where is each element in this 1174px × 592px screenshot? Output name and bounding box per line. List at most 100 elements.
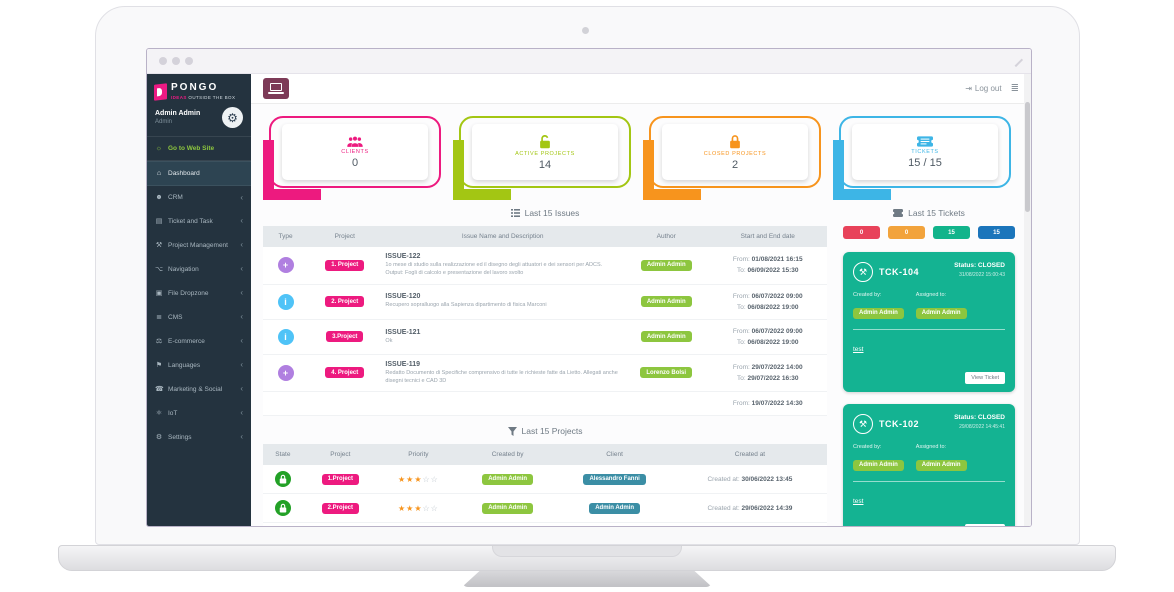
sidebar-item-label: IoT — [168, 409, 178, 417]
ticket-counter-3: 15 — [978, 226, 1015, 239]
stat-value: 15 / 15 — [908, 156, 942, 169]
closed-projects-card[interactable]: CLOSED PROJECTS 2 — [643, 116, 821, 200]
gear-icon: ⚙ — [155, 434, 163, 441]
sidebar-item-languages[interactable]: ⚑ Languages ‹ — [155, 360, 243, 370]
issue-name-cell: ISSUE-119 Redatto Documento di Specifiche… — [381, 354, 624, 393]
sidebar-item-e-commerce[interactable]: ⚖ E-commerce ‹ — [155, 336, 243, 346]
sidebar-item-label: Marketing & Social — [168, 385, 223, 393]
atom-icon: ⚛ — [155, 410, 163, 417]
view-ticket-button[interactable]: View Ticket — [965, 372, 1005, 384]
user-role: Admin — [155, 119, 173, 125]
ticket-icon — [917, 135, 933, 147]
open-lock-state-icon — [274, 500, 291, 517]
sidebar-divider — [147, 136, 251, 137]
issue-dates-cell: From: 06/07/2022 09:00 To: 06/08/2022 19:… — [708, 319, 827, 355]
sidebar-item-iot[interactable]: ⚛ IoT ‹ — [155, 408, 243, 418]
ticket-date: 29/08/2022 14:45:41 — [959, 424, 1005, 430]
column-header: State — [263, 444, 303, 466]
ticket-note-link[interactable]: test — [853, 498, 864, 505]
project-badge: 1. Project — [325, 259, 365, 271]
assigned-to-badge: Admin Admin — [915, 307, 967, 319]
wrench-tools-icon: ⚒ — [853, 262, 873, 282]
project-name-cell: 1.Project — [302, 465, 378, 495]
dashboard-content: CLIENTS 0 ACTIVE PROJECTS 14 CLOSED PROJECTS… — [251, 104, 1031, 526]
workstation-button[interactable] — [263, 78, 289, 99]
sidebar-item-dashboard[interactable]: ⌂ Dashboard — [147, 161, 251, 186]
logo[interactable]: PONGO IDEAS OUTSIDE THE BOX — [147, 74, 251, 105]
sidebar-item-label: Settings — [168, 433, 192, 441]
ticket-date: 31/08/2022 15:00:43 — [959, 272, 1005, 278]
stat-label: CLOSED PROJECTS — [703, 150, 767, 157]
main-area: ⇥ Log out ≣ CLIENTS 0 ACTIVE PROJECTS 14 CLO… — [251, 74, 1031, 526]
scrollbar-track[interactable] — [1024, 74, 1031, 526]
scrollbar-thumb[interactable] — [1025, 102, 1030, 212]
column-header: Type — [263, 226, 309, 247]
sidebar-item-marketing-social[interactable]: ☎ Marketing & Social ‹ — [155, 384, 243, 394]
issue-type-plus-icon: + — [277, 364, 294, 381]
browser-window: PONGO IDEAS OUTSIDE THE BOX Admin Admin … — [146, 48, 1032, 527]
sidebar-item-settings[interactable]: ⚙ Settings ‹ — [155, 432, 243, 442]
end-date: To: 06/09/2022 15:30 — [737, 267, 799, 275]
start-date: From: 29/07/2022 14:00 — [732, 363, 803, 371]
sidebar-item-label: Project Management — [168, 241, 228, 249]
issues-table-row: i 2. Project ISSUE-120 Recupero sopralluogo… — [263, 284, 827, 320]
project-state-cell — [263, 465, 303, 495]
user-name: Admin Admin — [155, 110, 201, 117]
project-created-at-cell: Created at: 28/06/2022 15:24 — [672, 522, 827, 526]
sidebar-item-project-management[interactable]: ⚒ Project Management ‹ — [155, 240, 243, 250]
issue-dates-cell: From: 19/07/2022 14:30 — [708, 391, 827, 417]
clients-card[interactable]: CLIENTS 0 — [263, 116, 441, 200]
ticket-status: Status: CLOSED — [954, 414, 1005, 421]
tickets-column: Last 15 Tickets 0 0 15 15 ⚒ TCK-104 Status: C… — [843, 198, 1015, 526]
laptop-notch — [492, 546, 682, 557]
issues-table-row: From: 19/07/2022 14:30 — [263, 391, 827, 417]
sidebar-item-cms[interactable]: ≣ CMS ‹ — [156, 312, 243, 322]
project-badge: 3.Project — [326, 331, 364, 343]
ticket-card-tck-102: ⚒ TCK-102 Status: CLOSED 29/08/2022 14:45:4… — [843, 404, 1015, 526]
end-date: To: 06/08/2022 19:00 — [737, 303, 799, 311]
issues-header-row: Type Project Issue Name and Description Aut… — [263, 226, 827, 247]
project-badge: 4. Project — [325, 367, 365, 379]
issue-project-cell: 4. Project — [308, 354, 382, 393]
sidebar-item-crm[interactable]: ☻ CRM ‹ — [155, 192, 243, 202]
tickets-card[interactable]: TICKETS 15 / 15 — [833, 116, 1011, 200]
stat-value: 0 — [351, 156, 359, 169]
sidebar-item-navigation[interactable]: ⌥ Navigation ‹ — [155, 264, 243, 274]
issue-description: Ok — [385, 337, 393, 344]
task-list-icon[interactable]: ≣ — [1010, 83, 1019, 94]
issues-section-title: Last 15 Issues — [263, 208, 827, 218]
ticket-code: TCK-102 — [879, 419, 920, 429]
column-header: Project — [302, 444, 378, 466]
project-state-cell — [263, 493, 303, 524]
filter-icon — [507, 426, 517, 436]
lock-icon — [729, 134, 741, 149]
logout-button[interactable]: ⇥ Log out — [965, 84, 1002, 93]
sidebar-item-ticket-and-task[interactable]: ▤ Ticket and Task ‹ — [155, 216, 243, 226]
sidebar-menu: ⌂ Dashboard ☻ CRM ‹ ▤ Ticket and Task ‹ ⚒ Project… — [147, 161, 251, 449]
author-badge: Admin Admin — [640, 331, 692, 343]
ticket-note-link[interactable]: test — [853, 346, 864, 353]
active-projects-card[interactable]: ACTIVE PROJECTS 14 — [453, 116, 631, 200]
laptop-hinge — [462, 571, 712, 587]
projects-header-row: State Project Priority Created by Client Crea… — [263, 444, 827, 466]
flag-icon: ⚑ — [155, 362, 163, 369]
sidebar-item-go-to-web-site[interactable]: ☼ Go to Web Site — [155, 145, 215, 152]
created-at: Created at: 30/06/2022 13:45 — [707, 475, 793, 483]
ticket-divider — [853, 329, 1005, 330]
ticket-counters: 0 0 15 15 — [843, 226, 1015, 239]
project-client-cell: Admin Admin — [556, 522, 673, 526]
issue-type-cell: + — [263, 354, 309, 393]
issues-table: Type Project Issue Name and Description Aut… — [263, 226, 827, 417]
sidebar-item-label: Dashboard — [168, 170, 200, 177]
sidebar-item-file-dropzone[interactable]: ▣ File Dropzone ‹ — [155, 288, 243, 298]
tickets-section-title: Last 15 Tickets — [843, 208, 1015, 218]
home-icon: ⌂ — [156, 170, 162, 177]
created-by-label: Created by: — [853, 292, 882, 298]
ticket-cards-list: ⚒ TCK-104 Status: CLOSED 31/08/2022 15:00:4… — [843, 252, 1015, 526]
user-panel: Admin Admin Admin ⚙ — [147, 105, 251, 136]
user-avatar[interactable]: ⚙ — [222, 107, 243, 128]
ticket-counter-2: 15 — [933, 226, 970, 239]
client-badge: Admin Admin — [589, 502, 640, 514]
view-ticket-button[interactable]: View Ticket — [965, 524, 1005, 526]
